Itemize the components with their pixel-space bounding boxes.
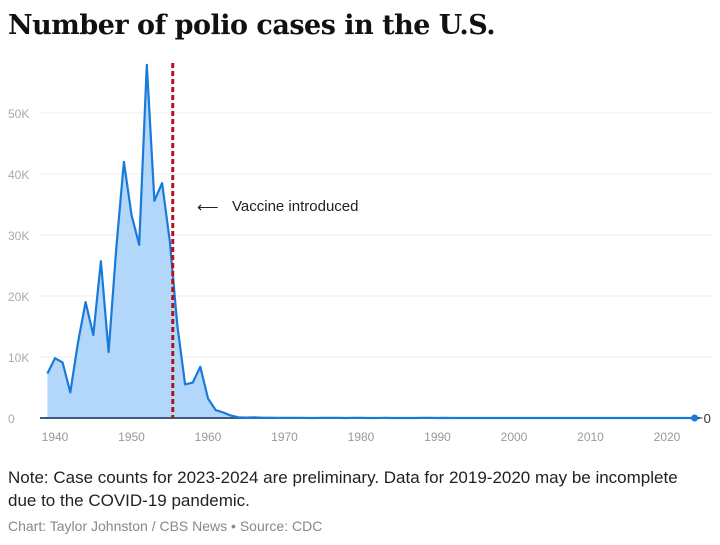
end-point [691,414,699,422]
annotation-arrow: ⟵ [197,199,219,216]
area-fill [47,64,698,419]
x-tick-label: 1990 [424,430,451,444]
y-tick-label: 50K [8,107,29,121]
x-tick-label: 2020 [654,430,681,444]
x-tick-label: 2000 [501,430,528,444]
x-tick-label: 1980 [348,430,375,444]
series-line [46,63,698,420]
annotation-label: Vaccine introduced [232,198,358,215]
chart-credit: Chart: Taylor Johnston / CBS News • Sour… [8,518,323,534]
y-tick-label: 0 [8,412,15,426]
x-tick-label: 1950 [118,430,145,444]
chart-note: Note: Case counts for 2023-2024 are prel… [8,468,678,510]
x-tick-label: 1970 [271,430,298,444]
x-tick-label: 1960 [195,430,222,444]
x-tick-label: 1940 [42,430,69,444]
x-tick-label: 2010 [577,430,604,444]
y-tick-label: 10K [8,351,29,365]
y-tick-label: 20K [8,290,29,304]
end-label: 0 [704,411,711,426]
y-tick-label: 30K [8,229,29,243]
y-tick-label: 40K [8,168,29,182]
area-chart: 0 10K 20K 30K 40K 50K 1940 1950 1960 1970 1980 1990… [8,63,712,444]
chart-title: Number of polio cases in the U.S. [8,10,496,41]
